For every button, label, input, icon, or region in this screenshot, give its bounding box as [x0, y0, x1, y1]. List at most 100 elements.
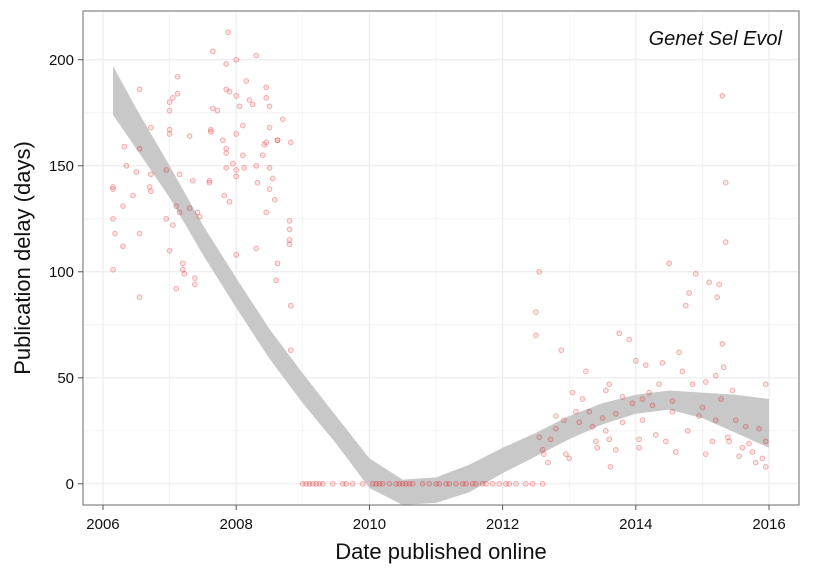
- data-point: [286, 218, 293, 224]
- x-tick-label: 2016: [752, 516, 785, 533]
- data-point: [226, 88, 233, 95]
- data-point: [136, 230, 143, 237]
- data-point: [173, 285, 180, 292]
- data-point: [503, 480, 509, 487]
- data-point: [729, 387, 736, 394]
- data-point: [607, 463, 614, 470]
- data-point: [192, 281, 198, 288]
- data-point: [569, 389, 576, 396]
- data-point: [719, 341, 726, 347]
- data-point: [146, 184, 153, 190]
- data-point: [583, 368, 589, 375]
- data-point: [602, 387, 609, 394]
- data-point: [756, 425, 762, 432]
- data-point: [263, 209, 270, 216]
- data-point: [174, 73, 181, 80]
- data-point: [629, 400, 636, 407]
- data-point: [176, 209, 183, 216]
- data-point: [233, 167, 240, 173]
- data-point: [619, 394, 626, 400]
- data-point: [148, 124, 154, 131]
- data-point: [148, 171, 154, 178]
- data-point: [110, 184, 116, 190]
- data-point: [273, 277, 280, 284]
- data-point: [373, 480, 379, 487]
- data-point: [576, 419, 583, 426]
- data-point: [626, 336, 633, 343]
- data-point: [240, 152, 246, 159]
- data-point: [689, 381, 696, 388]
- data-point: [266, 165, 273, 171]
- data-point: [443, 480, 449, 487]
- data-point: [533, 332, 539, 339]
- data-point: [130, 192, 136, 199]
- data-point: [726, 438, 732, 445]
- data-point: [619, 419, 626, 426]
- x-tick-label: 2008: [220, 516, 253, 533]
- data-point: [679, 368, 686, 375]
- data-point: [702, 379, 709, 385]
- data-point: [672, 449, 679, 455]
- data-point: [563, 451, 569, 457]
- y-tick-label: 50: [57, 370, 74, 387]
- data-point: [399, 480, 406, 487]
- data-point: [192, 275, 198, 281]
- data-point: [566, 455, 573, 462]
- data-point: [606, 436, 613, 443]
- data-point: [266, 186, 273, 192]
- data-point: [682, 302, 689, 309]
- x-axis-title: Date published online: [335, 539, 547, 564]
- data-point: [593, 438, 599, 445]
- data-point: [636, 436, 642, 443]
- data-point: [225, 29, 232, 36]
- data-point: [433, 480, 439, 487]
- data-point: [263, 95, 270, 101]
- data-point: [223, 61, 230, 67]
- data-point: [299, 480, 306, 487]
- data-point: [274, 260, 281, 267]
- data-point: [166, 131, 173, 137]
- data-point: [173, 203, 180, 209]
- data-point: [233, 251, 240, 258]
- x-tick-label: 2014: [619, 516, 652, 533]
- data-point: [706, 279, 712, 286]
- data-point: [286, 241, 293, 248]
- data-point: [236, 103, 243, 110]
- data-point: [712, 372, 719, 379]
- data-point: [136, 294, 143, 301]
- data-point: [319, 480, 326, 487]
- data-point: [396, 480, 403, 487]
- data-point: [210, 48, 216, 55]
- data-point: [409, 480, 416, 487]
- data-point: [253, 162, 260, 169]
- data-point: [221, 192, 228, 199]
- data-point: [639, 417, 646, 424]
- data-point: [166, 99, 173, 106]
- data-point: [496, 480, 503, 487]
- data-point: [652, 432, 659, 438]
- data-point: [489, 480, 496, 487]
- data-point: [545, 459, 551, 466]
- data-point: [274, 137, 281, 144]
- data-point: [547, 436, 554, 443]
- data-point: [473, 480, 479, 487]
- grid: [83, 11, 799, 505]
- data-point: [279, 116, 286, 122]
- data-point: [136, 145, 143, 152]
- data-point: [573, 408, 579, 415]
- data-point: [240, 122, 246, 129]
- data-point: [762, 438, 769, 445]
- data-point: [287, 347, 294, 354]
- data-point: [536, 434, 543, 441]
- data-point: [112, 230, 118, 237]
- data-point: [539, 480, 546, 487]
- data-point: [166, 107, 173, 114]
- data-point: [646, 389, 652, 396]
- data-point: [263, 139, 270, 146]
- data-point: [313, 480, 319, 487]
- data-point: [253, 245, 260, 252]
- data-point: [309, 480, 316, 487]
- data-point: [133, 169, 140, 175]
- data-point: [718, 396, 724, 402]
- data-point: [208, 126, 214, 133]
